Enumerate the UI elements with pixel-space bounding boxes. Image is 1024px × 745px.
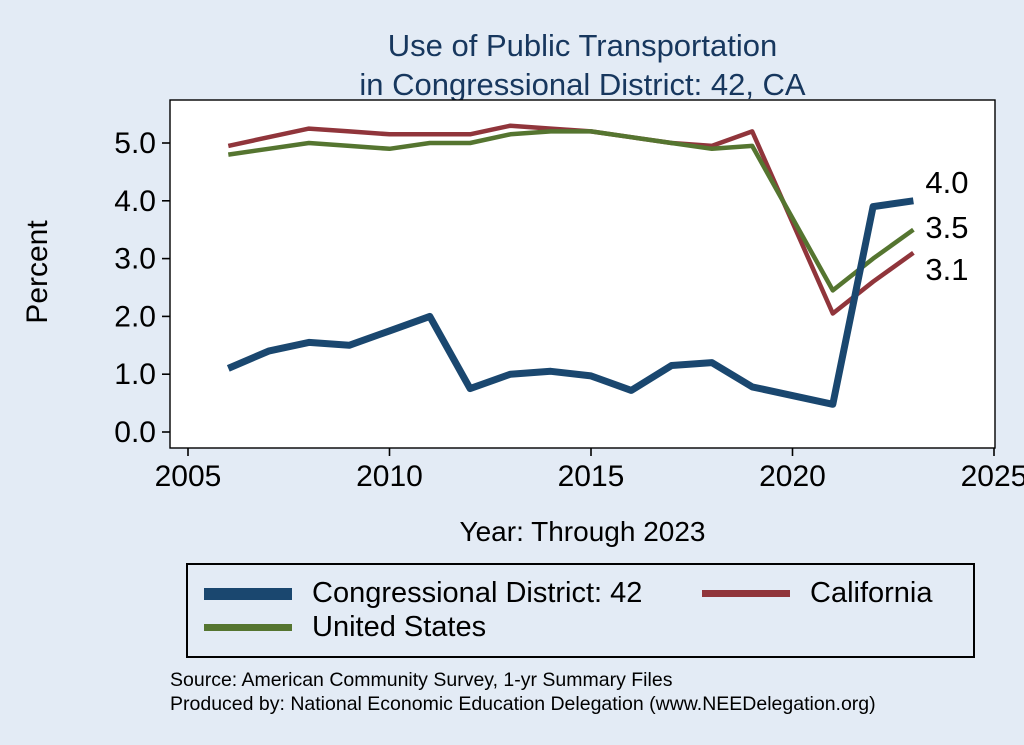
y-tick-label: 0.0 bbox=[114, 416, 156, 449]
legend-row-2: United States bbox=[204, 611, 957, 645]
end-value-label: 4.0 bbox=[925, 165, 968, 200]
legend-label-california: California bbox=[810, 577, 933, 610]
legend-label-united-states: United States bbox=[312, 610, 487, 643]
chart-title-line2: in Congressional District: 42, CA bbox=[359, 67, 806, 102]
x-tick-label: 2015 bbox=[558, 460, 625, 493]
x-tick-label: 2025 bbox=[961, 460, 1024, 493]
legend-item-district: Congressional District: 42 bbox=[204, 577, 702, 610]
x-axis-label: Year: Through 2023 bbox=[459, 516, 706, 547]
y-tick-label: 1.0 bbox=[114, 358, 156, 391]
legend-item-united-states: United States bbox=[204, 611, 702, 644]
series-line-united-states bbox=[227, 129, 915, 293]
x-tick-label: 2020 bbox=[759, 460, 826, 493]
legend-swatch-united-states-line bbox=[204, 623, 292, 631]
x-tick-label: 2010 bbox=[356, 460, 423, 493]
legend-swatch-district-line bbox=[204, 587, 292, 600]
legend-row-1: Congressional District: 42 California bbox=[204, 577, 957, 611]
legend-item-california: California bbox=[702, 577, 933, 610]
series-line-congressional-district-42 bbox=[226, 197, 914, 408]
plot-area bbox=[169, 99, 996, 449]
legend-swatch-california-line bbox=[702, 590, 790, 598]
end-value-label: 3.5 bbox=[925, 210, 968, 245]
y-tick-label: 5.0 bbox=[114, 127, 156, 160]
chart-title: Use of Public Transportation in Congress… bbox=[170, 26, 995, 104]
y-tick-label: 3.0 bbox=[114, 243, 156, 276]
y-tick-label: 2.0 bbox=[114, 300, 156, 333]
source-line: Source: American Community Survey, 1-yr … bbox=[170, 669, 673, 691]
chart-title-line1: Use of Public Transportation bbox=[387, 28, 778, 63]
y-tick-label: 4.0 bbox=[114, 185, 156, 218]
legend: Congressional District: 42 California Un… bbox=[186, 563, 975, 658]
legend-label-district: Congressional District: 42 bbox=[312, 577, 643, 610]
produced-by-line: Produced by: National Economic Education… bbox=[170, 693, 876, 715]
end-value-label: 3.1 bbox=[925, 252, 968, 287]
x-tick-label: 2005 bbox=[155, 460, 222, 493]
source-note: Source: American Community Survey, 1-yr … bbox=[170, 668, 876, 716]
